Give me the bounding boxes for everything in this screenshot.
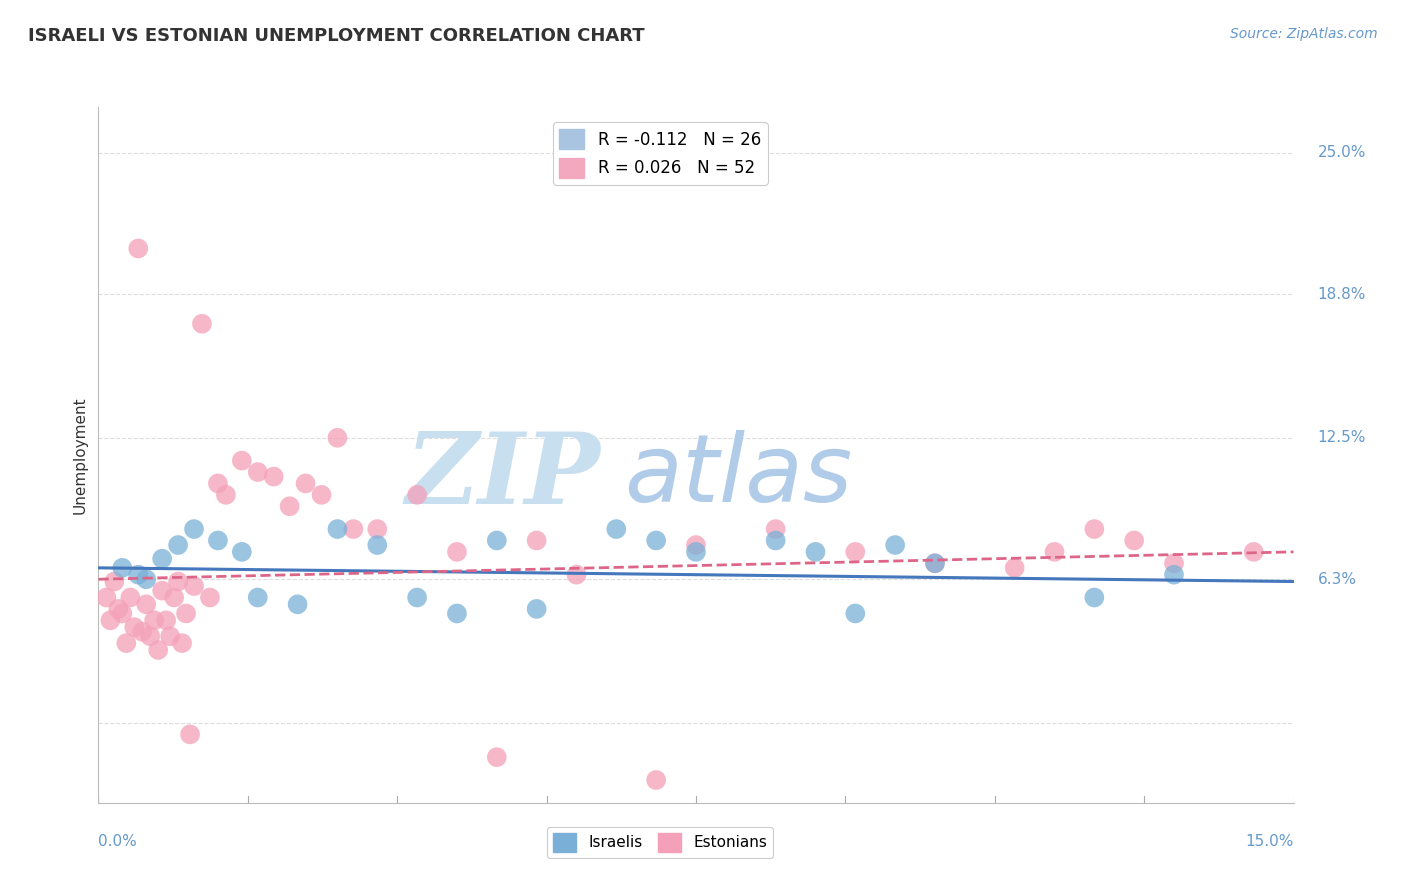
Text: 15.0%: 15.0%: [1246, 834, 1294, 849]
Point: [326, 522, 349, 536]
Point: [155, 613, 177, 627]
Point: [207, 533, 229, 548]
Text: ZIP: ZIP: [405, 427, 600, 524]
Point: [111, 607, 134, 621]
Point: [605, 522, 627, 536]
Point: [1163, 556, 1185, 570]
Point: [326, 431, 349, 445]
Point: [115, 636, 138, 650]
Point: [844, 545, 866, 559]
Point: [143, 613, 166, 627]
Point: [263, 469, 285, 483]
Point: [120, 591, 142, 605]
Point: [148, 643, 170, 657]
Point: [311, 488, 333, 502]
Text: 0.0%: 0.0%: [98, 834, 138, 849]
Point: [163, 591, 186, 605]
Point: [107, 602, 129, 616]
Point: [207, 476, 229, 491]
Point: [127, 567, 149, 582]
Point: [1083, 591, 1105, 605]
Point: [150, 583, 173, 598]
Point: [645, 772, 668, 787]
Point: [246, 591, 269, 605]
Point: [150, 551, 173, 566]
Point: [1083, 522, 1105, 536]
Point: [1163, 567, 1185, 582]
Point: [1243, 545, 1265, 559]
Point: [198, 591, 221, 605]
Point: [191, 317, 214, 331]
Text: ISRAELI VS ESTONIAN UNEMPLOYMENT CORRELATION CHART: ISRAELI VS ESTONIAN UNEMPLOYMENT CORRELA…: [28, 27, 645, 45]
Point: [446, 607, 468, 621]
Point: [685, 538, 707, 552]
Point: [174, 607, 197, 621]
Point: [366, 538, 388, 552]
Point: [131, 624, 153, 639]
Point: [139, 629, 162, 643]
Point: [765, 522, 787, 536]
Point: [485, 750, 508, 764]
Point: [98, 613, 122, 627]
Point: [159, 629, 181, 643]
Point: [103, 574, 125, 589]
Point: [167, 538, 190, 552]
Point: [96, 591, 118, 605]
Text: 18.8%: 18.8%: [1317, 286, 1365, 301]
Point: [844, 607, 866, 621]
Text: 6.3%: 6.3%: [1317, 572, 1357, 587]
Point: [526, 602, 548, 616]
Point: [231, 453, 253, 467]
Point: [685, 545, 707, 559]
Point: [135, 598, 157, 612]
Point: [1123, 533, 1146, 548]
Point: [167, 574, 190, 589]
Point: [406, 488, 429, 502]
Point: [526, 533, 548, 548]
Text: Source: ZipAtlas.com: Source: ZipAtlas.com: [1230, 27, 1378, 41]
Point: [135, 572, 157, 586]
Point: [278, 500, 301, 514]
Text: 25.0%: 25.0%: [1317, 145, 1365, 161]
Y-axis label: Unemployment: Unemployment: [72, 396, 87, 514]
Point: [1004, 561, 1026, 575]
Point: [342, 522, 364, 536]
Point: [446, 545, 468, 559]
Point: [172, 636, 194, 650]
Point: [124, 620, 146, 634]
Point: [565, 567, 588, 582]
Point: [924, 556, 946, 570]
Point: [246, 465, 269, 479]
Point: [127, 242, 149, 256]
Point: [485, 533, 508, 548]
Point: [287, 598, 309, 612]
Point: [366, 522, 388, 536]
Point: [215, 488, 238, 502]
Point: [765, 533, 787, 548]
Point: [183, 579, 205, 593]
Point: [231, 545, 253, 559]
Point: [294, 476, 316, 491]
Point: [924, 556, 946, 570]
Legend: Israelis, Estonians: Israelis, Estonians: [547, 827, 773, 858]
Point: [406, 591, 429, 605]
Point: [1043, 545, 1066, 559]
Point: [183, 522, 205, 536]
Point: [884, 538, 907, 552]
Text: atlas: atlas: [624, 430, 852, 521]
Point: [645, 533, 668, 548]
Point: [179, 727, 201, 741]
Point: [111, 561, 134, 575]
Text: 12.5%: 12.5%: [1317, 430, 1365, 445]
Point: [804, 545, 827, 559]
